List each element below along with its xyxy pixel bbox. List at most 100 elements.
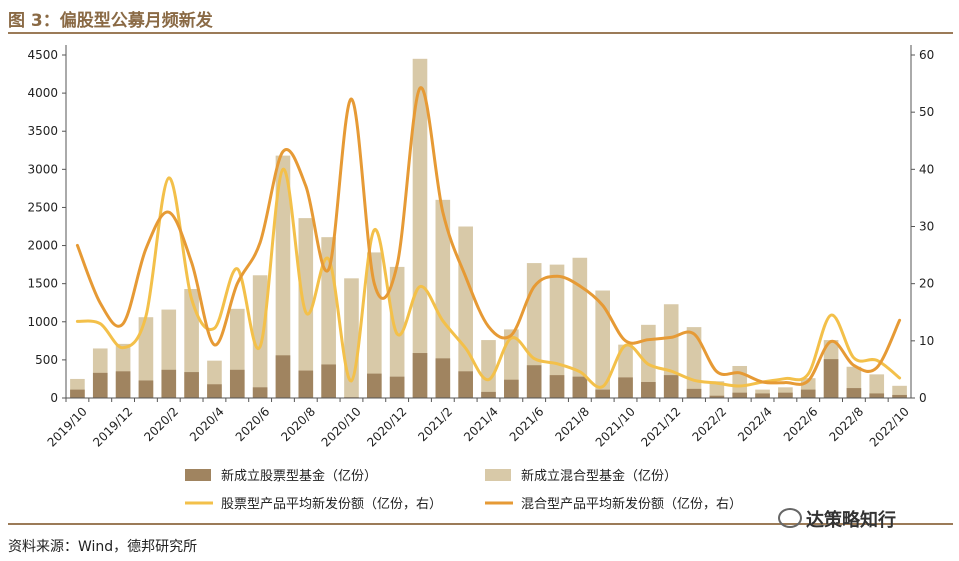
line-stock-avg <box>75 167 902 389</box>
legend-label: 混合型产品平均新发份额（亿份，右） <box>521 496 742 512</box>
bottom-rule <box>8 523 953 525</box>
bar-stock-fund <box>412 353 428 398</box>
bar-stock-fund <box>321 364 336 398</box>
bar-stock-fund <box>846 388 862 398</box>
bar-stock-fund <box>549 375 565 398</box>
bar-mixed-fund <box>435 199 451 398</box>
bar-mixed-fund <box>663 304 679 398</box>
bar-stock-fund <box>138 380 154 398</box>
bar-stock-fund <box>389 376 405 398</box>
bar-stock-fund <box>869 393 885 398</box>
left-tick-label: 3500 <box>27 124 58 138</box>
top-rule <box>8 32 953 34</box>
watermark: 达策略知行 <box>778 506 896 532</box>
x-tick-label: 2020/10 <box>319 404 364 449</box>
left-tick-label: 4500 <box>27 48 58 62</box>
line-mixed-avg <box>75 86 902 386</box>
bar-stock-fund <box>367 373 382 398</box>
x-tick-label: 2020/4 <box>187 404 227 444</box>
x-tick-label: 2019/12 <box>90 404 135 449</box>
bar-stock-fund <box>298 370 314 398</box>
x-tick-label: 2021/10 <box>593 404 638 449</box>
right-tick-label: 0 <box>919 391 927 405</box>
legend-label: 股票型产品平均新发份额（亿份，右） <box>221 496 442 512</box>
x-tick-label: 2021/8 <box>552 404 592 444</box>
left-tick-label: 2000 <box>27 239 58 253</box>
figure-title: 图 3：偏股型公募月频新发 <box>8 11 213 31</box>
left-tick-label: 500 <box>35 353 58 367</box>
bar-stock-fund <box>115 371 131 398</box>
bar-stock-fund <box>709 395 725 398</box>
legend-label: 新成立混合型基金（亿份） <box>521 468 677 484</box>
bar-mixed-fund <box>595 290 610 398</box>
bar-stock-fund <box>504 379 519 398</box>
bar-mixed-fund <box>275 155 291 398</box>
bar-mixed-fund <box>412 58 428 399</box>
bar-mixed-fund <box>184 289 199 398</box>
bar-stock-fund <box>778 392 793 398</box>
bar-mixed-fund <box>641 324 656 398</box>
bar-stock-fund <box>92 372 108 398</box>
left-tick-label: 3000 <box>27 162 58 176</box>
legend-swatch <box>485 469 511 481</box>
bar-stock-fund <box>800 389 816 398</box>
x-tick-label: 2022/6 <box>781 404 821 444</box>
bar-stock-fund <box>823 359 839 398</box>
x-tick-label: 2021/4 <box>461 404 501 444</box>
legend-label: 新成立股票型基金（亿份） <box>221 468 377 484</box>
bar-mixed-fund <box>572 257 588 398</box>
bar-stock-fund <box>663 375 679 398</box>
bar-mixed-fund <box>686 327 702 398</box>
bar-mixed-fund <box>526 263 542 398</box>
x-tick-label: 2022/4 <box>735 404 775 444</box>
bar-stock-fund <box>732 392 748 398</box>
legend-swatch <box>185 469 211 481</box>
source-note: 资料来源：Wind，德邦研究所 <box>8 539 198 555</box>
right-tick-label: 10 <box>919 334 934 348</box>
left-tick-label: 1000 <box>27 315 58 329</box>
right-tick-label: 40 <box>919 162 934 176</box>
bar-mixed-fund <box>138 317 154 398</box>
x-tick-label: 2021/2 <box>415 404 455 444</box>
left-tick-label: 2500 <box>27 200 58 214</box>
bar-stock-fund <box>435 358 451 398</box>
x-tick-label: 2022/10 <box>867 404 912 449</box>
bar-stock-fund <box>572 376 588 398</box>
bar-stock-fund <box>252 387 268 398</box>
left-tick-label: 4000 <box>27 86 58 100</box>
bar-stock-fund <box>481 391 496 398</box>
x-tick-label: 2020/8 <box>278 404 318 444</box>
bar-stock-fund <box>595 389 610 398</box>
bar-stock-fund <box>161 369 177 398</box>
bar-stock-fund <box>184 372 199 398</box>
watermark-text: 达策略知行 <box>806 510 896 531</box>
bar-stock-fund <box>275 355 291 398</box>
bar-stock-fund <box>641 381 656 398</box>
x-tick-label: 2022/2 <box>689 404 729 444</box>
right-tick-label: 30 <box>919 220 934 234</box>
bar-mixed-fund <box>481 340 496 398</box>
bar-stock-fund <box>892 394 907 398</box>
bar-mixed-fund <box>367 252 382 398</box>
left-tick-label: 1500 <box>27 277 58 291</box>
x-tick-label: 2020/6 <box>233 404 273 444</box>
bar-stock-fund <box>526 365 542 398</box>
x-tick-label: 2021/12 <box>638 404 683 449</box>
bar-stock-fund <box>207 384 222 398</box>
right-tick-label: 20 <box>919 277 934 291</box>
x-tick-label: 2020/12 <box>364 404 409 449</box>
bar-stock-fund <box>755 393 770 398</box>
x-tick-label: 2022/8 <box>826 404 866 444</box>
bar-mixed-fund <box>778 387 793 398</box>
x-tick-label: 2020/2 <box>141 404 181 444</box>
right-tick-label: 60 <box>919 48 934 62</box>
bar-stock-fund <box>458 371 473 398</box>
x-tick-label: 2021/6 <box>507 404 547 444</box>
bar-stock-fund <box>618 377 633 398</box>
left-tick-label: 0 <box>50 391 58 405</box>
bar-stock-fund <box>229 369 245 398</box>
wechat-icon <box>778 508 802 528</box>
bar-stock-fund <box>70 389 85 398</box>
bar-mixed-fund <box>252 275 268 398</box>
